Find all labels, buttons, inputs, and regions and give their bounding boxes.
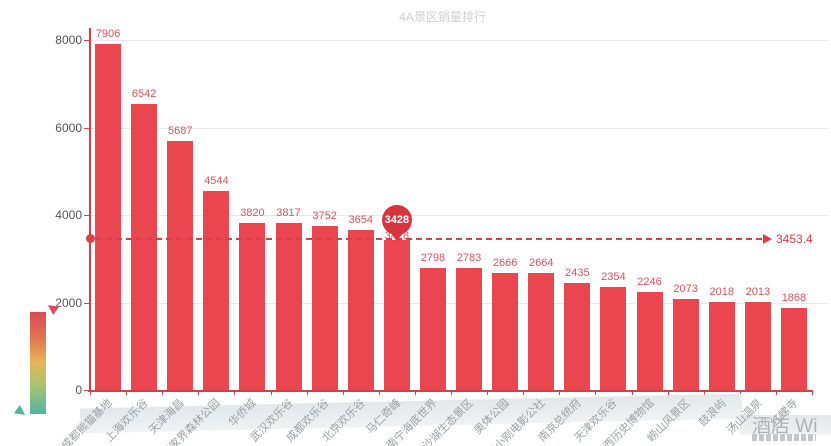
- bar[interactable]: [275, 223, 302, 390]
- visual-map-bottom-handle-icon[interactable]: [14, 405, 28, 419]
- mark-point-pin-tip: [387, 229, 406, 242]
- bar[interactable]: [780, 308, 807, 390]
- bar-value-label: 1868: [781, 292, 807, 305]
- bar[interactable]: [708, 301, 735, 390]
- bar-value-label: 7906: [95, 28, 121, 41]
- x-axis-tick: [414, 390, 416, 395]
- x-axis-tick: [198, 390, 200, 395]
- bar[interactable]: [492, 273, 519, 390]
- y-axis-label: 4000: [55, 208, 82, 222]
- watermark-subtext: [752, 434, 816, 441]
- average-value-label: 3453.4: [776, 231, 813, 246]
- bar[interactable]: [672, 299, 699, 390]
- bar[interactable]: [419, 267, 446, 390]
- chart-title: 4A景区销量排行: [399, 10, 486, 24]
- y-axis-tick: [84, 302, 90, 304]
- gridline: [90, 127, 828, 129]
- bar-value-label: 2354: [601, 271, 626, 283]
- x-axis-tick: [487, 390, 489, 395]
- bar-value-label: 5687: [168, 125, 193, 138]
- y-axis-label: 2000: [55, 295, 82, 310]
- x-axis-tick: [378, 390, 380, 395]
- average-line: [96, 237, 762, 240]
- y-axis-line: [89, 28, 91, 390]
- bar-value-label: 3654: [348, 214, 373, 227]
- bar[interactable]: [167, 141, 194, 390]
- x-axis-tick: [162, 390, 164, 395]
- bar-value-label: 2783: [456, 252, 482, 265]
- bar[interactable]: [131, 103, 158, 390]
- bar-value-label: 4544: [204, 175, 229, 188]
- bar-value-label: 2798: [420, 251, 446, 264]
- x-axis-line: [88, 390, 812, 392]
- bar-value-label: 2073: [673, 283, 698, 296]
- y-axis-label: 8000: [55, 33, 82, 47]
- bar[interactable]: [744, 301, 771, 390]
- bar[interactable]: [636, 291, 663, 390]
- gridline: [90, 215, 828, 216]
- bar-value-label: 2435: [565, 267, 590, 280]
- bar[interactable]: [528, 273, 555, 390]
- x-axis-tick: [306, 390, 308, 395]
- x-axis-tick: [739, 390, 741, 395]
- gridline: [90, 40, 828, 41]
- bar[interactable]: [600, 287, 627, 390]
- visual-map-gradient-bar[interactable]: [30, 312, 46, 414]
- x-axis-tick: [631, 390, 633, 395]
- bar[interactable]: [239, 222, 266, 390]
- x-axis-tick: [595, 390, 597, 395]
- y-axis-tick: [84, 40, 90, 41]
- x-axis-tick: [342, 390, 344, 395]
- bar-value-label: 2664: [529, 257, 554, 270]
- y-axis-label: 6000: [55, 120, 82, 135]
- bar-value-label: 2013: [745, 285, 771, 298]
- bar[interactable]: [564, 283, 591, 390]
- x-axis-tick: [523, 390, 525, 395]
- watermark-text: 酒店 Wi: [752, 416, 818, 437]
- x-axis-tick: [559, 390, 561, 395]
- y-axis-label: 0: [75, 383, 82, 397]
- x-axis-tick: [90, 390, 91, 395]
- x-axis-tick: [775, 390, 777, 395]
- x-axis-tick: [812, 390, 813, 395]
- y-axis-tick: [84, 127, 90, 129]
- bar-value-label: 3752: [312, 209, 337, 222]
- bar-value-label: 2246: [637, 275, 662, 288]
- bar[interactable]: [347, 230, 374, 390]
- x-axis-tick: [451, 390, 452, 395]
- bar-value-label: 2666: [492, 257, 518, 270]
- x-axis-tick: [234, 390, 236, 395]
- average-arrow-icon: [763, 233, 772, 244]
- bar-value-label: 2018: [709, 285, 734, 298]
- x-axis-tick: [667, 390, 669, 395]
- y-axis-tick: [84, 390, 90, 391]
- watermark-band-right: [740, 415, 831, 435]
- average-dot: [85, 234, 95, 244]
- x-axis-tick: [270, 390, 272, 395]
- bar-value-label: 3820: [240, 206, 265, 219]
- x-axis-tick: [703, 390, 705, 395]
- bar[interactable]: [456, 268, 483, 390]
- bar-value-label: 3817: [276, 207, 301, 219]
- y-axis-tick: [84, 215, 90, 216]
- x-axis-tick: [126, 390, 128, 395]
- bar[interactable]: [311, 225, 338, 390]
- bar-value-label: 6542: [131, 87, 157, 100]
- bar[interactable]: [383, 240, 410, 390]
- bar[interactable]: [203, 191, 230, 390]
- bar[interactable]: [95, 44, 122, 390]
